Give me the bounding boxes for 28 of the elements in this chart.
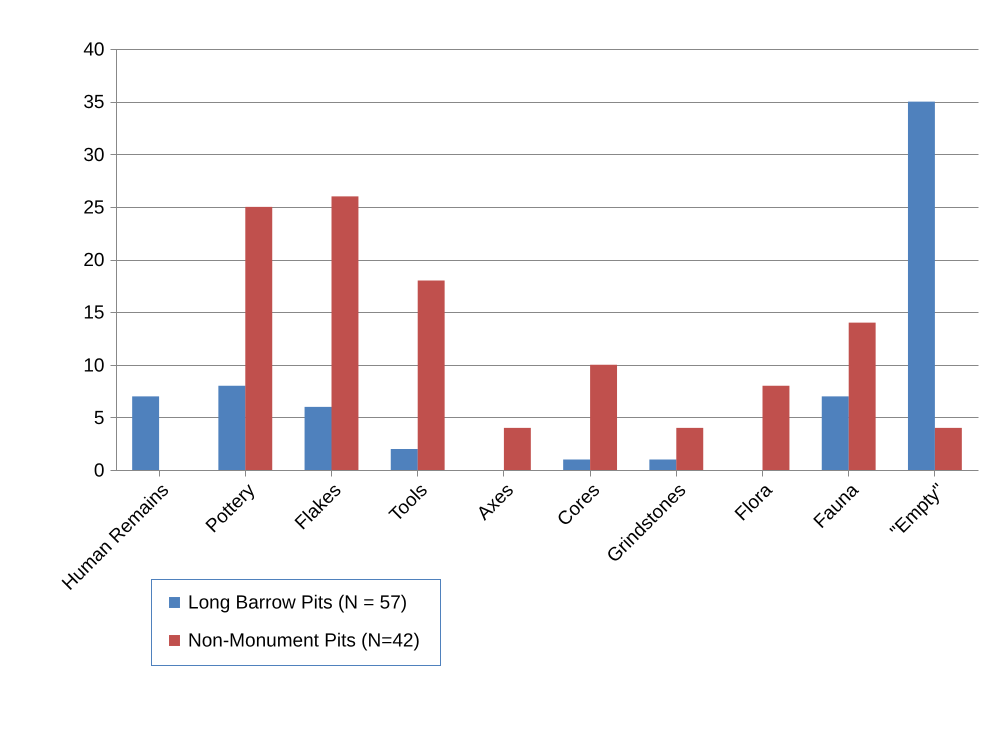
y-tick-label: 10: [83, 355, 104, 376]
bar: [934, 428, 962, 470]
y-tick-label: 35: [83, 92, 104, 114]
bar: [762, 386, 790, 470]
bar: [590, 364, 618, 470]
y-tick-label: 40: [83, 40, 104, 60]
bar: [390, 448, 418, 470]
bar: [676, 428, 704, 470]
bar: [504, 428, 531, 470]
y-tick-label: 25: [83, 197, 104, 218]
bar: [563, 459, 590, 470]
legend-label: Non-Monument Pits (N=42): [188, 630, 420, 652]
legend-label: Long Barrow Pits (N = 57): [188, 592, 408, 614]
bar: [822, 396, 849, 470]
bar: [304, 406, 332, 470]
bar: [908, 102, 935, 470]
bar: [245, 206, 272, 470]
bar: [418, 280, 445, 470]
bar: [848, 322, 876, 470]
bar: [132, 396, 160, 470]
y-tick-label: 15: [83, 302, 104, 324]
y-tick-label: 30: [83, 144, 104, 166]
y-tick-label: 5: [94, 408, 104, 429]
y-tick-label: 0: [94, 460, 104, 482]
y-tick-label: 20: [83, 250, 104, 271]
bar: [218, 386, 246, 470]
bar: [332, 196, 358, 470]
bar: [649, 459, 676, 470]
